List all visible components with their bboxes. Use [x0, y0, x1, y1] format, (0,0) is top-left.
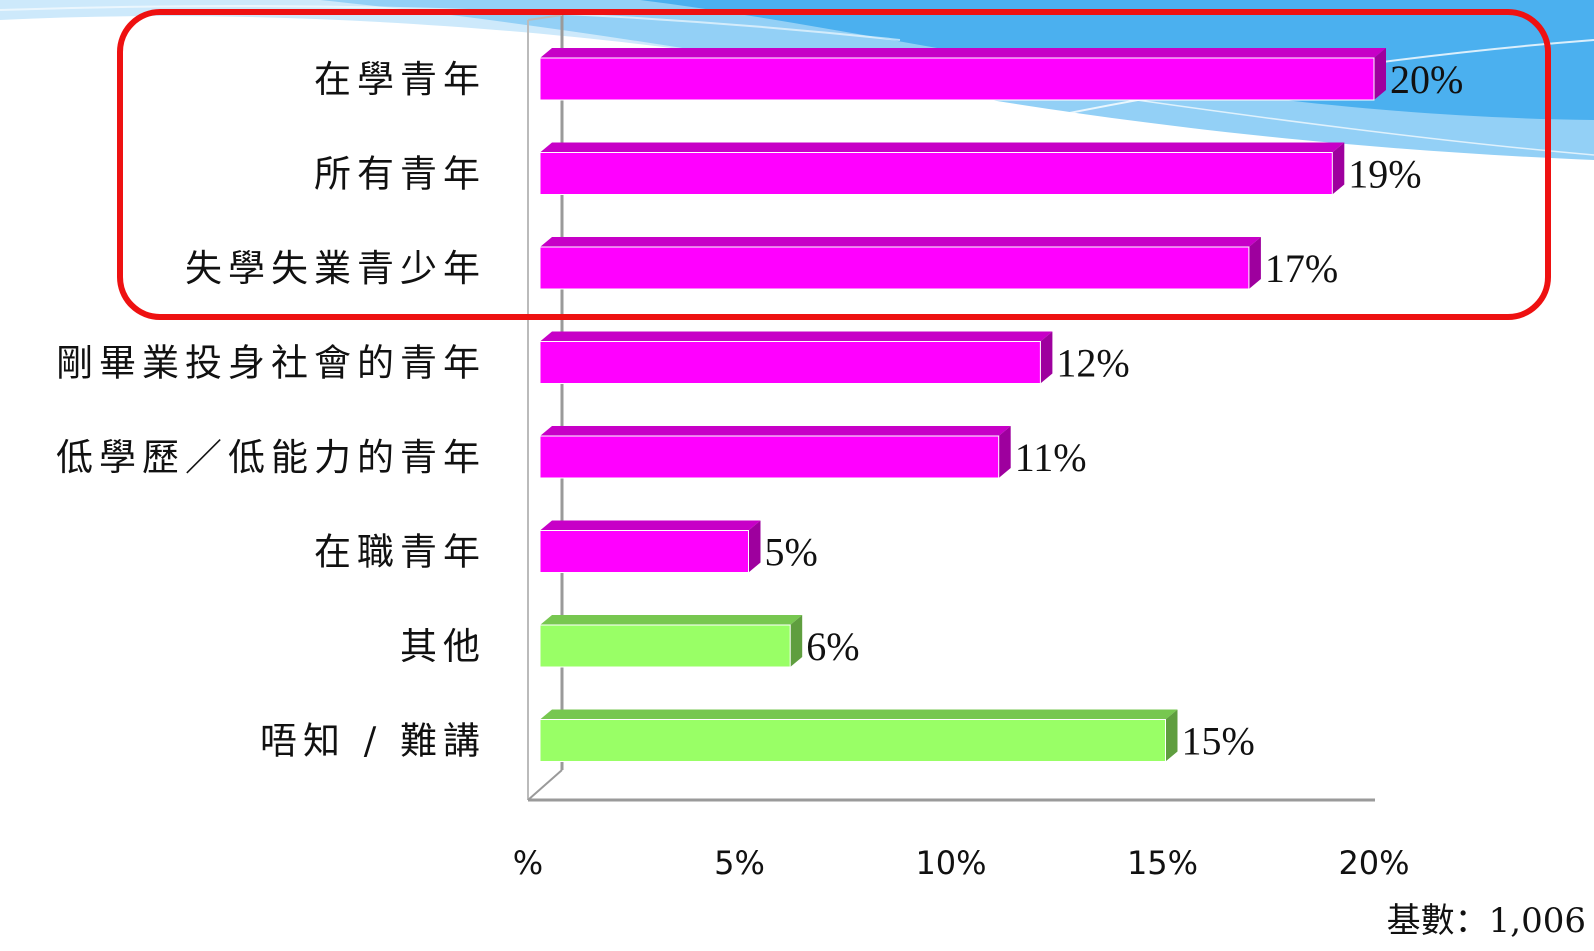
bar-side-face: [998, 426, 1011, 478]
bar-side-face: [1248, 237, 1261, 289]
category-label: 剛畢業投身社會的青年: [56, 342, 486, 385]
bar-top-face: [540, 615, 803, 625]
bar-top-face: [540, 426, 1011, 436]
bar: [539, 426, 1011, 479]
bar-front-face: [539, 341, 1041, 384]
category-label: 在職青年: [314, 531, 486, 574]
bar-side-face: [748, 520, 761, 573]
x-tick-label: 10%: [915, 844, 986, 882]
x-tick-label: 20%: [1338, 844, 1409, 882]
data-label: 19%: [1348, 152, 1421, 197]
bar-front-face: [539, 152, 1333, 195]
highlight-box: [117, 9, 1551, 320]
category-label: 所有青年: [314, 153, 486, 196]
bar-front-face: [539, 624, 791, 668]
data-label: 17%: [1265, 246, 1338, 291]
axis-depth-edge: [527, 769, 563, 801]
bar-front-face: [539, 530, 749, 573]
data-label: 20%: [1390, 57, 1463, 102]
bar-front-face: [539, 719, 1166, 762]
base-count-note: 基數：1,006: [1387, 901, 1586, 941]
data-label: 5%: [765, 530, 818, 575]
bar: [539, 48, 1386, 101]
x-tick-label: 5%: [714, 844, 765, 882]
bar-side-face: [1374, 48, 1386, 100]
bar-top-face: [540, 520, 761, 531]
data-label: 6%: [806, 624, 859, 669]
category-label: 在學青年: [314, 58, 486, 101]
bar: [539, 709, 1178, 762]
bar-side-face: [790, 615, 803, 667]
bar: [539, 520, 761, 573]
bar: [539, 331, 1053, 384]
bar-front-face: [539, 435, 1000, 479]
bar-top-face: [540, 48, 1386, 58]
bar-top-face: [540, 331, 1053, 342]
bar-front-face: [539, 246, 1250, 290]
bar-side-face: [1040, 331, 1053, 384]
axis-depth-edge-top: [527, 14, 563, 21]
bar: [539, 142, 1345, 195]
bar-top-face: [540, 237, 1261, 247]
data-label: 15%: [1182, 719, 1255, 764]
bar-front-face: [539, 57, 1375, 101]
category-label: 低學歷／低能力的青年: [56, 436, 486, 479]
x-tick-label: 15%: [1127, 844, 1198, 882]
data-label: 12%: [1056, 341, 1129, 386]
x-tick-label: %: [513, 844, 543, 882]
bar-side-face: [1332, 142, 1345, 195]
category-label: 其他: [400, 625, 486, 668]
bar: [539, 615, 803, 668]
category-label: 失學失業青少年: [185, 247, 486, 290]
data-label: 11%: [1015, 435, 1087, 480]
bar-side-face: [1165, 709, 1178, 762]
bar-top-face: [540, 709, 1178, 720]
bar-top-face: [540, 142, 1345, 153]
category-label: 唔知 / 難講: [260, 720, 486, 763]
bar: [539, 237, 1261, 290]
